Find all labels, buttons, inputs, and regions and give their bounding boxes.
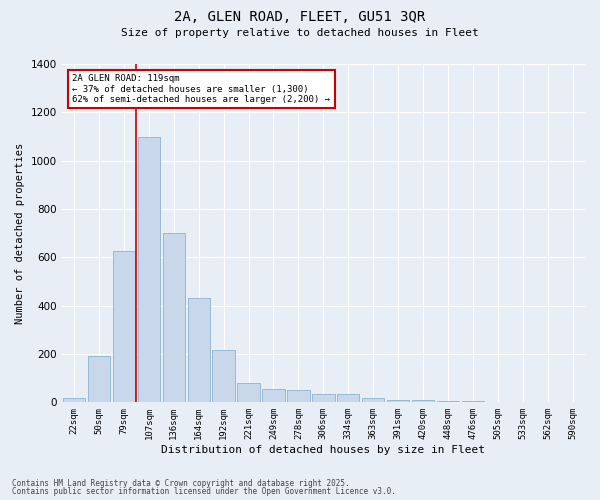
Bar [287,390,310,402]
Bar [212,350,235,403]
Bar [362,398,385,402]
Bar [113,252,135,402]
Text: 2A GLEN ROAD: 119sqm
← 37% of detached houses are smaller (1,300)
62% of semi-de: 2A GLEN ROAD: 119sqm ← 37% of detached h… [72,74,330,104]
Bar [63,398,85,402]
Bar [137,136,160,402]
Bar [238,383,260,402]
Y-axis label: Number of detached properties: Number of detached properties [15,142,25,324]
Bar [437,401,459,402]
Text: Contains public sector information licensed under the Open Government Licence v3: Contains public sector information licen… [12,487,396,496]
Text: Size of property relative to detached houses in Fleet: Size of property relative to detached ho… [121,28,479,38]
Bar [88,356,110,403]
Bar [262,389,285,402]
Bar [412,400,434,402]
X-axis label: Distribution of detached houses by size in Fleet: Distribution of detached houses by size … [161,445,485,455]
Bar [188,298,210,403]
Bar [312,394,335,402]
Bar [337,394,359,402]
Bar [163,233,185,402]
Text: Contains HM Land Registry data © Crown copyright and database right 2025.: Contains HM Land Registry data © Crown c… [12,478,350,488]
Bar [387,400,409,402]
Text: 2A, GLEN ROAD, FLEET, GU51 3QR: 2A, GLEN ROAD, FLEET, GU51 3QR [175,10,425,24]
